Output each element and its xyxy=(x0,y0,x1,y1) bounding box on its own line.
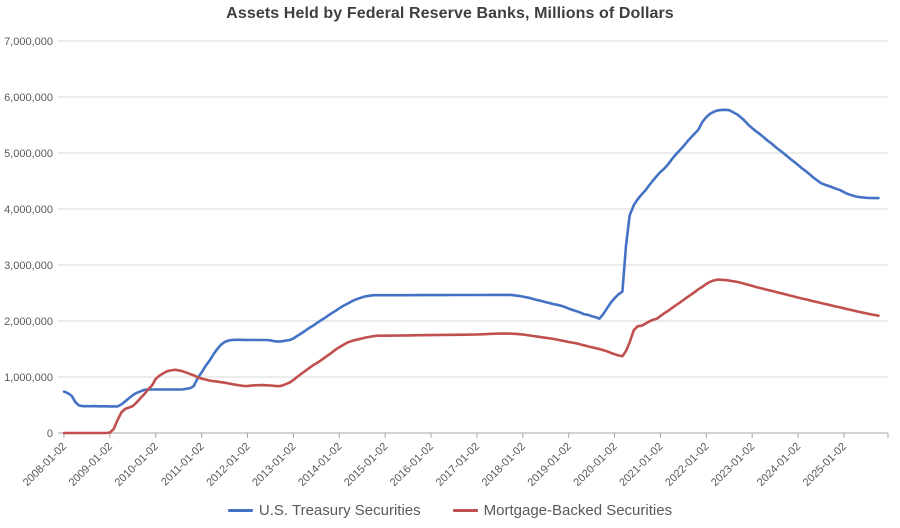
y-tick-label: 2,000,000 xyxy=(4,316,53,328)
x-tick-label: 2020-01-02 xyxy=(571,441,619,489)
x-tick-label: 2018-01-02 xyxy=(480,441,528,489)
x-tick-label: 2009-01-02 xyxy=(67,441,115,489)
y-tick-label: 7,000,000 xyxy=(4,36,53,48)
legend-item-us-treasury-securities: U.S. Treasury Securities xyxy=(227,501,421,519)
x-tick-label: 2025-01-02 xyxy=(801,441,849,489)
y-tick-label: 1,000,000 xyxy=(4,372,53,384)
x-tick-label: 2011-01-02 xyxy=(159,441,207,489)
treasury-series-line-swatch-icon xyxy=(227,508,253,512)
chart-title: Assets Held by Federal Reserve Banks, Mi… xyxy=(226,5,674,22)
mbs-series-line-swatch-icon xyxy=(452,508,478,512)
x-tick-label: 2022-01-02 xyxy=(663,441,711,489)
legend-label-us-treasury-securities: U.S. Treasury Securities xyxy=(258,501,421,519)
x-tick-label: 2023-01-02 xyxy=(709,441,757,489)
y-tick-label: 0 xyxy=(47,428,53,440)
plot-area: 0 1,000,000 2,000,000 3,000,000 4,000,000 5,0… xyxy=(4,36,889,489)
legend-item-mortgage-backed-securities: Mortgage-Backed Securities xyxy=(452,501,673,519)
x-tick-label: 2013-01-02 xyxy=(250,441,298,489)
y-tick-label: 5,000,000 xyxy=(4,148,53,160)
legend: U.S. Treasury Securities Mortgage-Backed… xyxy=(0,497,900,523)
y-tick-label: 4,000,000 xyxy=(4,204,53,216)
x-tick-label: 2021-01-02 xyxy=(617,441,665,489)
series-line-mortgage-backed-securities xyxy=(62,278,880,435)
y-tick-label: 3,000,000 xyxy=(4,260,53,272)
legend-label-mortgage-backed-securities: Mortgage-Backed Securities xyxy=(483,501,673,519)
x-tick-label: 2010-01-02 xyxy=(113,441,161,489)
x-tick-label: 2014-01-02 xyxy=(296,441,344,489)
series-line-u-s-treasury-securities xyxy=(62,108,880,408)
x-tick-label: 2012-01-02 xyxy=(204,441,252,489)
x-tick-label: 2017-01-02 xyxy=(434,441,482,489)
y-tick-label: 6,000,000 xyxy=(4,92,53,104)
x-tick-label: 2024-01-02 xyxy=(755,441,803,489)
x-tick-label: 2008-01-02 xyxy=(21,441,69,489)
x-tick-label: 2015-01-02 xyxy=(342,441,390,489)
x-tick-label: 2016-01-02 xyxy=(388,441,436,489)
x-tick-label: 2019-01-02 xyxy=(526,441,574,489)
